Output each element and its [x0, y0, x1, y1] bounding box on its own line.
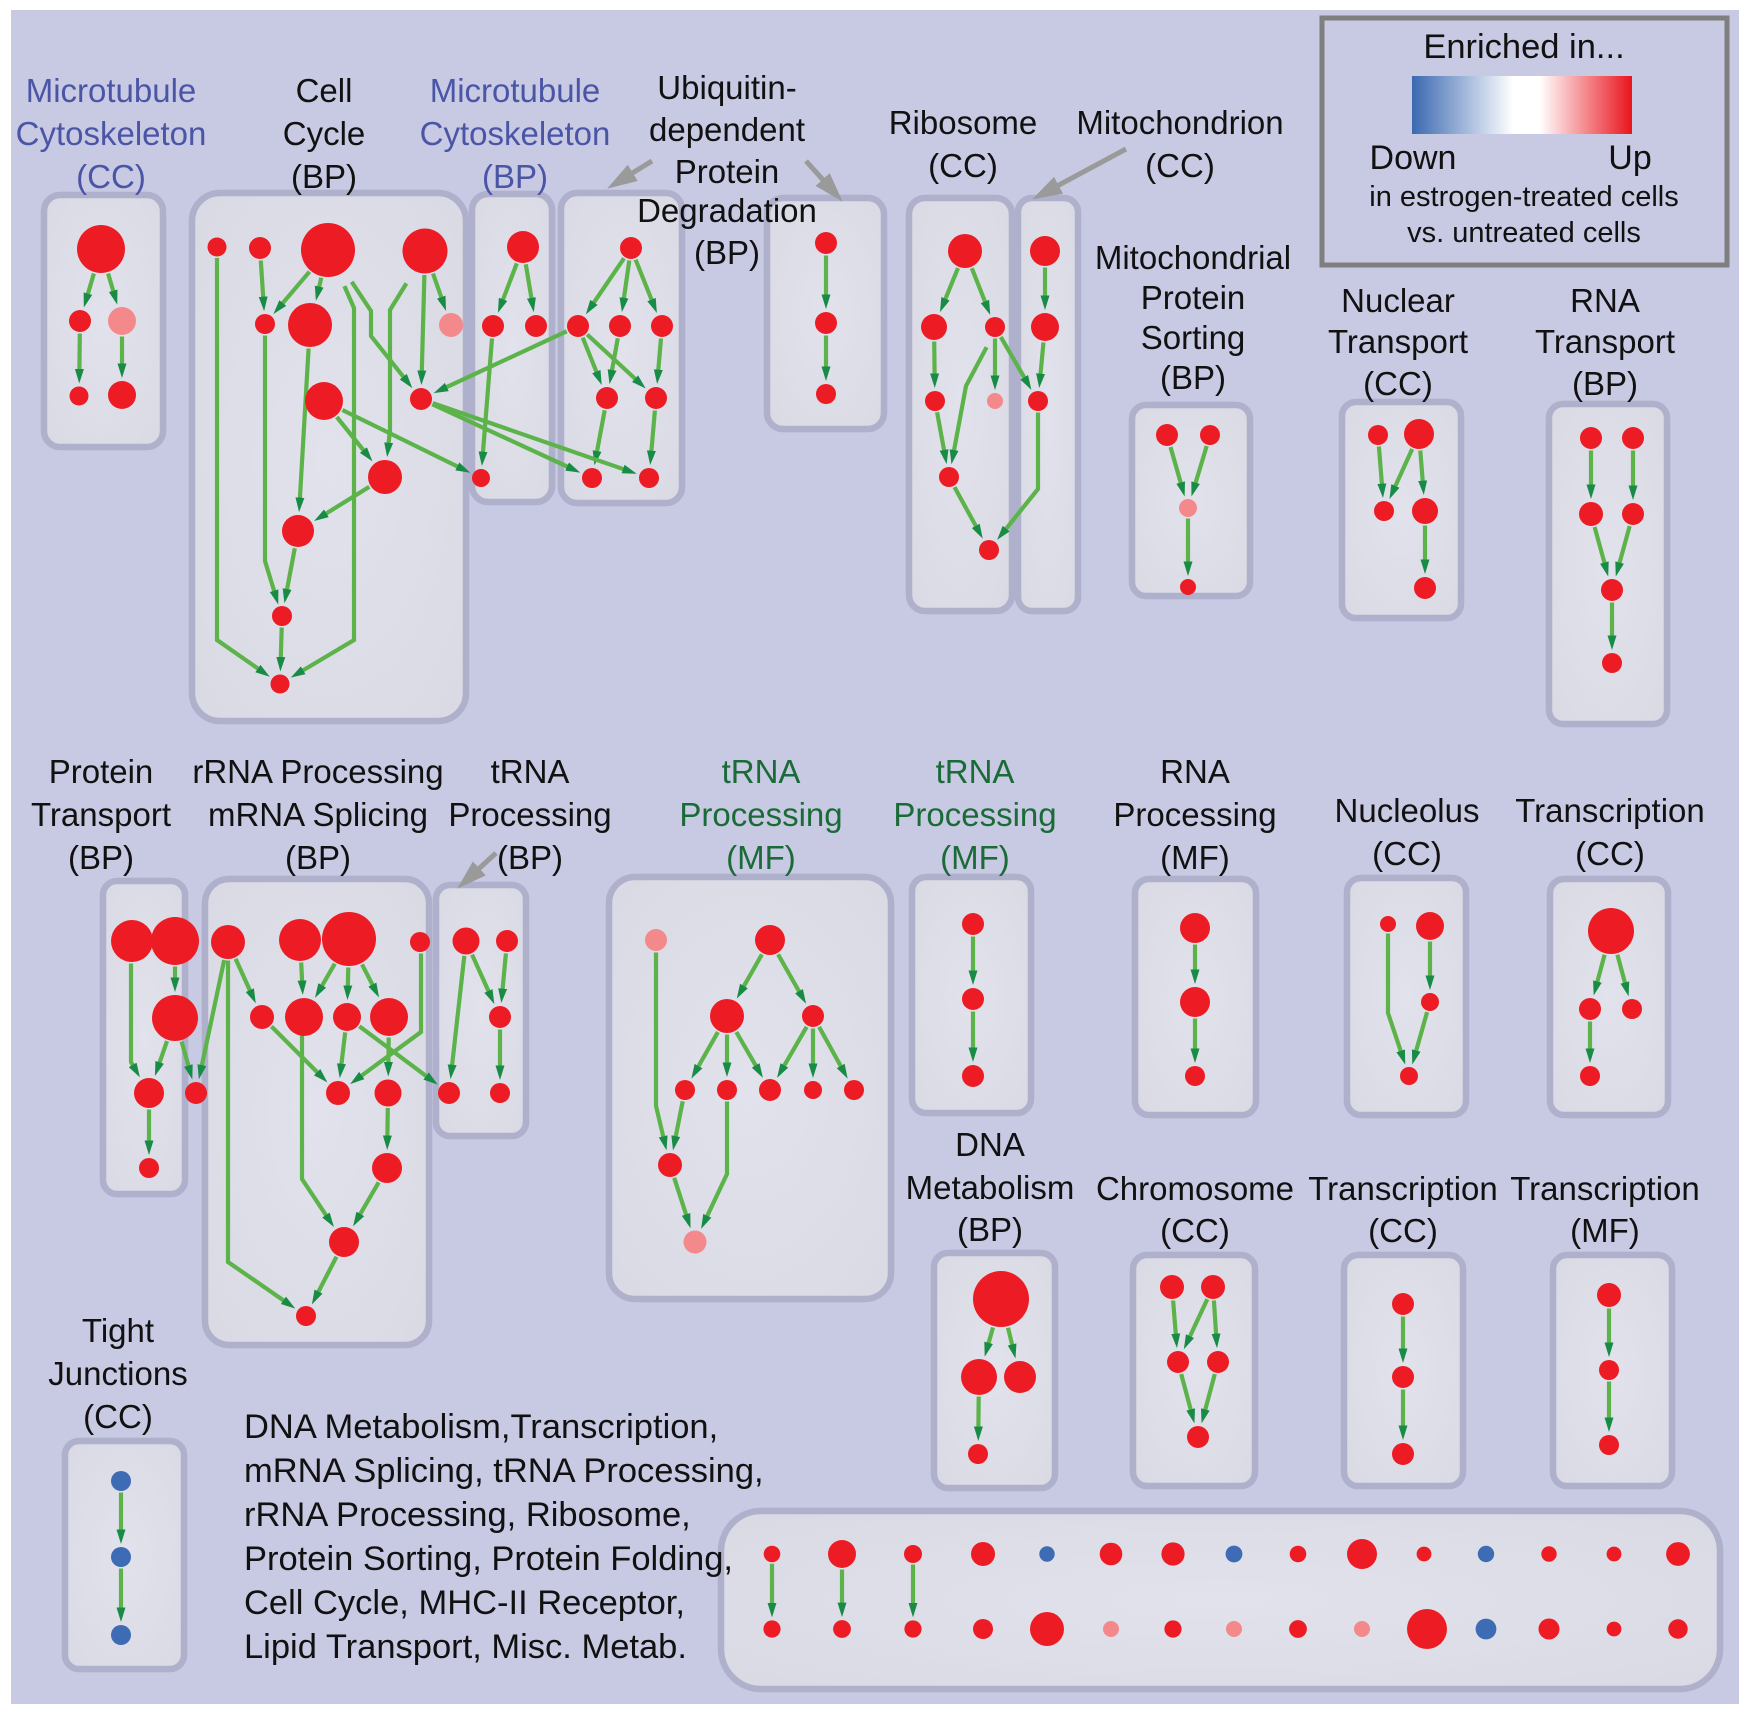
svg-text:mRNA Splicing, tRNA Processing: mRNA Splicing, tRNA Processing, [244, 1452, 764, 1490]
svg-text:RNA: RNA [1160, 753, 1230, 790]
svg-text:Junctions: Junctions [48, 1355, 187, 1392]
svg-text:Microtubule: Microtubule [430, 72, 601, 109]
svg-text:Transcription: Transcription [1308, 1170, 1498, 1207]
svg-text:Mitochondrion: Mitochondrion [1076, 104, 1283, 141]
svg-text:Processing: Processing [448, 796, 611, 833]
svg-text:vs. untreated cells: vs. untreated cells [1407, 217, 1641, 249]
svg-text:Processing: Processing [893, 796, 1056, 833]
svg-text:(MF): (MF) [726, 839, 796, 876]
svg-text:RNA: RNA [1570, 282, 1640, 319]
svg-text:Cell Cycle, MHC-II Receptor,: Cell Cycle, MHC-II Receptor, [244, 1584, 685, 1622]
svg-text:Transcription: Transcription [1510, 1170, 1700, 1207]
svg-text:Processing: Processing [679, 796, 842, 833]
svg-text:Protein: Protein [49, 753, 154, 790]
svg-text:(CC): (CC) [1363, 365, 1433, 402]
svg-text:(BP): (BP) [291, 158, 357, 195]
svg-text:(CC): (CC) [1368, 1212, 1438, 1249]
svg-text:Transport: Transport [31, 796, 171, 833]
svg-text:Nucleolus: Nucleolus [1335, 792, 1480, 829]
svg-text:Ribosome: Ribosome [889, 104, 1038, 141]
svg-text:Cytoskeleton: Cytoskeleton [16, 115, 207, 152]
svg-text:Ubiquitin-: Ubiquitin- [657, 69, 796, 106]
svg-text:rRNA Processing, Ribosome,: rRNA Processing, Ribosome, [244, 1496, 691, 1534]
svg-text:DNA Metabolism,Transcription,: DNA Metabolism,Transcription, [244, 1408, 718, 1446]
svg-text:Up: Up [1608, 139, 1651, 177]
svg-text:(MF): (MF) [940, 839, 1010, 876]
svg-text:(CC): (CC) [1575, 835, 1645, 872]
svg-text:(BP): (BP) [1572, 365, 1638, 402]
svg-text:(BP): (BP) [68, 839, 134, 876]
svg-text:tRNA: tRNA [936, 753, 1015, 790]
svg-text:Enriched in...: Enriched in... [1423, 28, 1624, 66]
svg-text:(BP): (BP) [1160, 359, 1226, 396]
svg-text:(BP): (BP) [482, 158, 548, 195]
svg-text:Protein Sorting, Protein Foldi: Protein Sorting, Protein Folding, [244, 1540, 733, 1578]
svg-text:Sorting: Sorting [1141, 319, 1246, 356]
svg-text:Lipid Transport, Misc. Metab.: Lipid Transport, Misc. Metab. [244, 1628, 687, 1666]
svg-text:Metabolism: Metabolism [906, 1169, 1075, 1206]
svg-text:tRNA: tRNA [491, 753, 570, 790]
svg-text:DNA: DNA [955, 1126, 1025, 1163]
svg-text:Tight: Tight [82, 1312, 154, 1349]
svg-text:Transcription: Transcription [1515, 792, 1705, 829]
svg-text:Chromosome: Chromosome [1096, 1170, 1294, 1207]
svg-text:dependent: dependent [649, 111, 805, 148]
svg-text:Transport: Transport [1328, 323, 1468, 360]
svg-text:tRNA: tRNA [722, 753, 801, 790]
svg-text:Processing: Processing [1113, 796, 1276, 833]
svg-text:Cell: Cell [296, 72, 353, 109]
svg-text:in estrogen-treated cells: in estrogen-treated cells [1369, 181, 1679, 213]
svg-text:(BP): (BP) [285, 839, 351, 876]
svg-text:Degradation: Degradation [637, 192, 817, 229]
svg-text:(CC): (CC) [1372, 835, 1442, 872]
svg-text:(CC): (CC) [76, 158, 146, 195]
svg-text:(BP): (BP) [957, 1211, 1023, 1248]
svg-text:Cycle: Cycle [283, 115, 366, 152]
svg-text:Transport: Transport [1535, 323, 1675, 360]
svg-text:(CC): (CC) [83, 1398, 153, 1435]
svg-text:mRNA Splicing: mRNA Splicing [208, 796, 428, 833]
svg-text:(CC): (CC) [1145, 147, 1215, 184]
svg-text:(CC): (CC) [1160, 1212, 1230, 1249]
svg-text:(CC): (CC) [928, 147, 998, 184]
svg-text:(MF): (MF) [1160, 839, 1230, 876]
svg-text:(BP): (BP) [694, 234, 760, 271]
svg-text:Protein: Protein [1141, 279, 1246, 316]
svg-text:(BP): (BP) [497, 839, 563, 876]
svg-text:Protein: Protein [675, 153, 780, 190]
svg-text:Nuclear: Nuclear [1341, 282, 1455, 319]
svg-text:Mitochondrial: Mitochondrial [1095, 239, 1291, 276]
svg-text:Down: Down [1370, 139, 1457, 177]
svg-text:rRNA Processing: rRNA Processing [192, 753, 443, 790]
svg-text:Microtubule: Microtubule [26, 72, 197, 109]
svg-text:Cytoskeleton: Cytoskeleton [420, 115, 611, 152]
svg-text:(MF): (MF) [1570, 1212, 1640, 1249]
